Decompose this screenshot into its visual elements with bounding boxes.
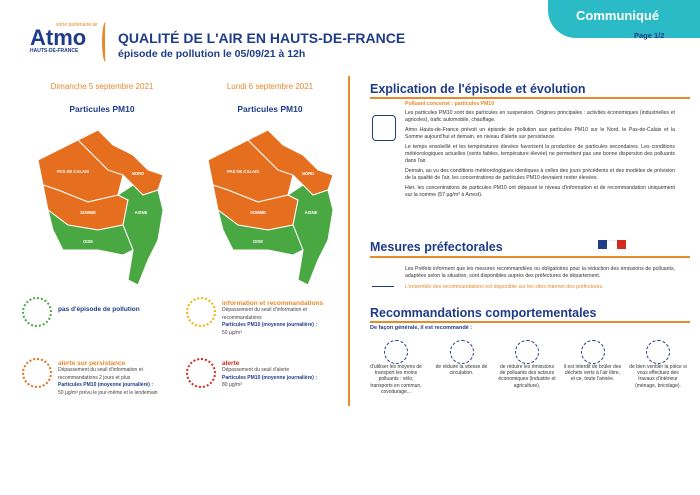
map: PAS DE CALAIS NORD SOMME AISNE OISE (38, 130, 164, 286)
region-label: NORD (302, 171, 314, 176)
recommendation: il est interdit de brûler des déchets ve… (564, 340, 622, 395)
map: PAS DE CALAIS NORD SOMME AISNE OISE (208, 130, 334, 286)
legend-line: Dépassement du seuil d'information et re… (58, 367, 143, 381)
legend-icon (22, 358, 52, 388)
legend-item: alerte sur persistance Dépassement du se… (58, 360, 183, 397)
legend-line: 50 µg/m³ prévu le jour-même et le lendem… (58, 389, 158, 396)
region-label: AISNE (305, 210, 318, 215)
map-date: Dimanche 5 septembre 2021 (50, 82, 154, 91)
legend-item: alerte Dépassement du seuil d'alerte Par… (222, 360, 342, 390)
recommendation-text: de bien ventiler la pièce si vous effect… (629, 364, 687, 389)
region-label: PAS DE CALAIS (57, 169, 89, 174)
recommendation-text: de réduire les émissions de polluants de… (498, 364, 556, 389)
legend-line: 50 µg/m³ (222, 329, 242, 336)
legend-item: information et recommandations Dépasseme… (222, 300, 342, 337)
rule (370, 97, 690, 99)
recommendation: de bien ventiler la pièce si vous effect… (629, 340, 687, 395)
title: QUALITÉ DE L'AIR EN HAUTS-DE-FRANCE (118, 30, 406, 46)
region-label: NORD (132, 171, 144, 176)
section-title: Mesures préfectorales (370, 240, 503, 254)
icon (580, 340, 605, 364)
region-label: OISE (253, 239, 263, 244)
icon (372, 266, 394, 287)
legend-title: information et recommandations (222, 300, 324, 307)
legend-line: Particules PM10 (moyenne journalière) : (222, 322, 318, 328)
paragraph: Demain, au vu des conditions météorologi… (405, 168, 675, 181)
recommendation: de réduire la vitesse de circulation. (433, 340, 491, 395)
legend-icon (186, 297, 216, 327)
map-date: Lundi 6 septembre 2021 (226, 82, 314, 91)
legend-line: 80 µg/m³ (222, 382, 242, 388)
icon (515, 340, 539, 364)
legend-line: Particules PM10 (moyenne journalière) : (58, 382, 154, 388)
section-title: Explication de l'épisode et évolution (370, 82, 586, 96)
legend-icon (186, 358, 216, 388)
intro: De façon générale, il est recommandé : (370, 325, 473, 331)
legend-title: alerte sur persistance (58, 360, 126, 367)
region-label: SOMME (80, 210, 96, 215)
badge-text: Communiqué (576, 8, 660, 23)
legend-line: Dépassement du seuil d'alerte (222, 367, 290, 373)
divider (348, 76, 350, 406)
logo-region: HAUTS-DE-FRANCE (30, 48, 79, 54)
explication-body: Polluant concerné : particules PM10 Les … (405, 101, 675, 199)
paragraph: Les Préfets informent que les mesures re… (405, 266, 675, 279)
logo: votre partenaire air Atmo HAUTS-DE-FRANC… (30, 22, 110, 72)
prefet-logo (598, 240, 626, 256)
rule (370, 256, 690, 258)
paragraph: Le temps ensoleillé et les températures … (405, 144, 675, 164)
recommendation: de réduire les émissions de polluants de… (498, 340, 556, 395)
icon (449, 340, 474, 364)
legend-icon (22, 297, 52, 327)
page-number: Page 1/2 (634, 31, 665, 40)
pollutant: Polluant concerné : particules PM10 (405, 101, 495, 107)
icon (646, 340, 670, 364)
logo-name: Atmo (30, 25, 87, 50)
mesures-body: Les Préfets informent que les mesures re… (405, 266, 675, 291)
rule (370, 321, 690, 323)
legend-line: Dépassement du seuil d'information et re… (222, 307, 307, 321)
region-label: PAS DE CALAIS (227, 169, 259, 174)
logo-arc (102, 22, 109, 62)
paragraph: Les particules PM10 sont des particules … (405, 110, 675, 123)
recommendation-text: d'utiliser les moyens de transport les m… (370, 364, 422, 395)
map-pollutant: Particules PM10 (237, 104, 303, 114)
section-title: Recommandations comportementales (370, 306, 597, 320)
recommendation: d'utiliser les moyens de transport les m… (367, 340, 425, 395)
recommendation-list: d'utiliser les moyens de transport les m… (367, 340, 687, 395)
icon (384, 340, 408, 364)
region-label: SOMME (250, 210, 266, 215)
paragraph: Hier, les concentrations de particules P… (405, 185, 675, 198)
paragraph: Atmo Hauts-de-France prévoit un épisode … (405, 127, 675, 140)
recommendation-text: de réduire la vitesse de circulation. (435, 364, 488, 377)
logo-tagline: votre partenaire air (56, 22, 98, 28)
legend-title: pas d'épisode de pollution (58, 306, 140, 313)
note: L'ensemble des recommandations est dispo… (405, 284, 604, 290)
map-pollutant: Particules PM10 (69, 104, 135, 114)
subtitle: épisode de pollution le 05/09/21 à 12h (118, 48, 306, 60)
region-label: OISE (83, 239, 93, 244)
badge: Communiqué (548, 0, 700, 38)
legend-line: Particules PM10 (moyenne journalière) : (222, 374, 318, 381)
legend-title: alerte (222, 360, 240, 367)
icon (372, 115, 396, 141)
region-label: AISNE (135, 210, 148, 215)
recommendation-text: il est interdit de brûler des déchets ve… (563, 364, 622, 383)
